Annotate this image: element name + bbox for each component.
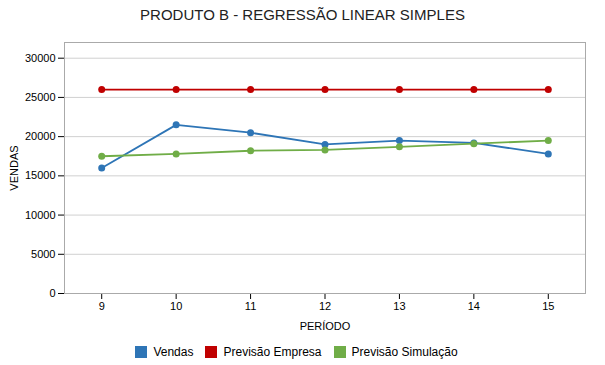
svg-text:15000: 15000 xyxy=(25,169,56,181)
html-text:PRODUTO B - REGRESSÃO LINEAR S: PRODUTO B - REGRESSÃO LINEAR SIMPLES xyxy=(140,6,465,23)
svg-text:VENDAS: VENDAS xyxy=(8,145,20,190)
svg-text:9: 9 xyxy=(99,300,105,312)
svg-text:10000: 10000 xyxy=(25,209,56,221)
svg-text:12: 12 xyxy=(319,300,331,312)
html-text:Previsão Empresa: Previsão Empresa xyxy=(223,344,322,359)
svg-text:PERÍODO: PERÍODO xyxy=(300,320,351,332)
svg-text:14: 14 xyxy=(468,300,480,312)
html-text:Vendas: Vendas xyxy=(153,344,194,359)
svg-text:11: 11 xyxy=(245,300,256,312)
svg-text:25000: 25000 xyxy=(25,91,56,103)
svg-text:30000: 30000 xyxy=(25,52,56,64)
svg-text:15: 15 xyxy=(542,300,554,312)
svg-text:5000: 5000 xyxy=(31,248,55,260)
svg-text:10: 10 xyxy=(170,300,182,312)
svg-text:13: 13 xyxy=(393,300,405,312)
svg-text:20000: 20000 xyxy=(25,130,56,142)
svg-text:0: 0 xyxy=(49,287,55,299)
html-text:Previsão Simulação: Previsão Simulação xyxy=(351,344,458,359)
